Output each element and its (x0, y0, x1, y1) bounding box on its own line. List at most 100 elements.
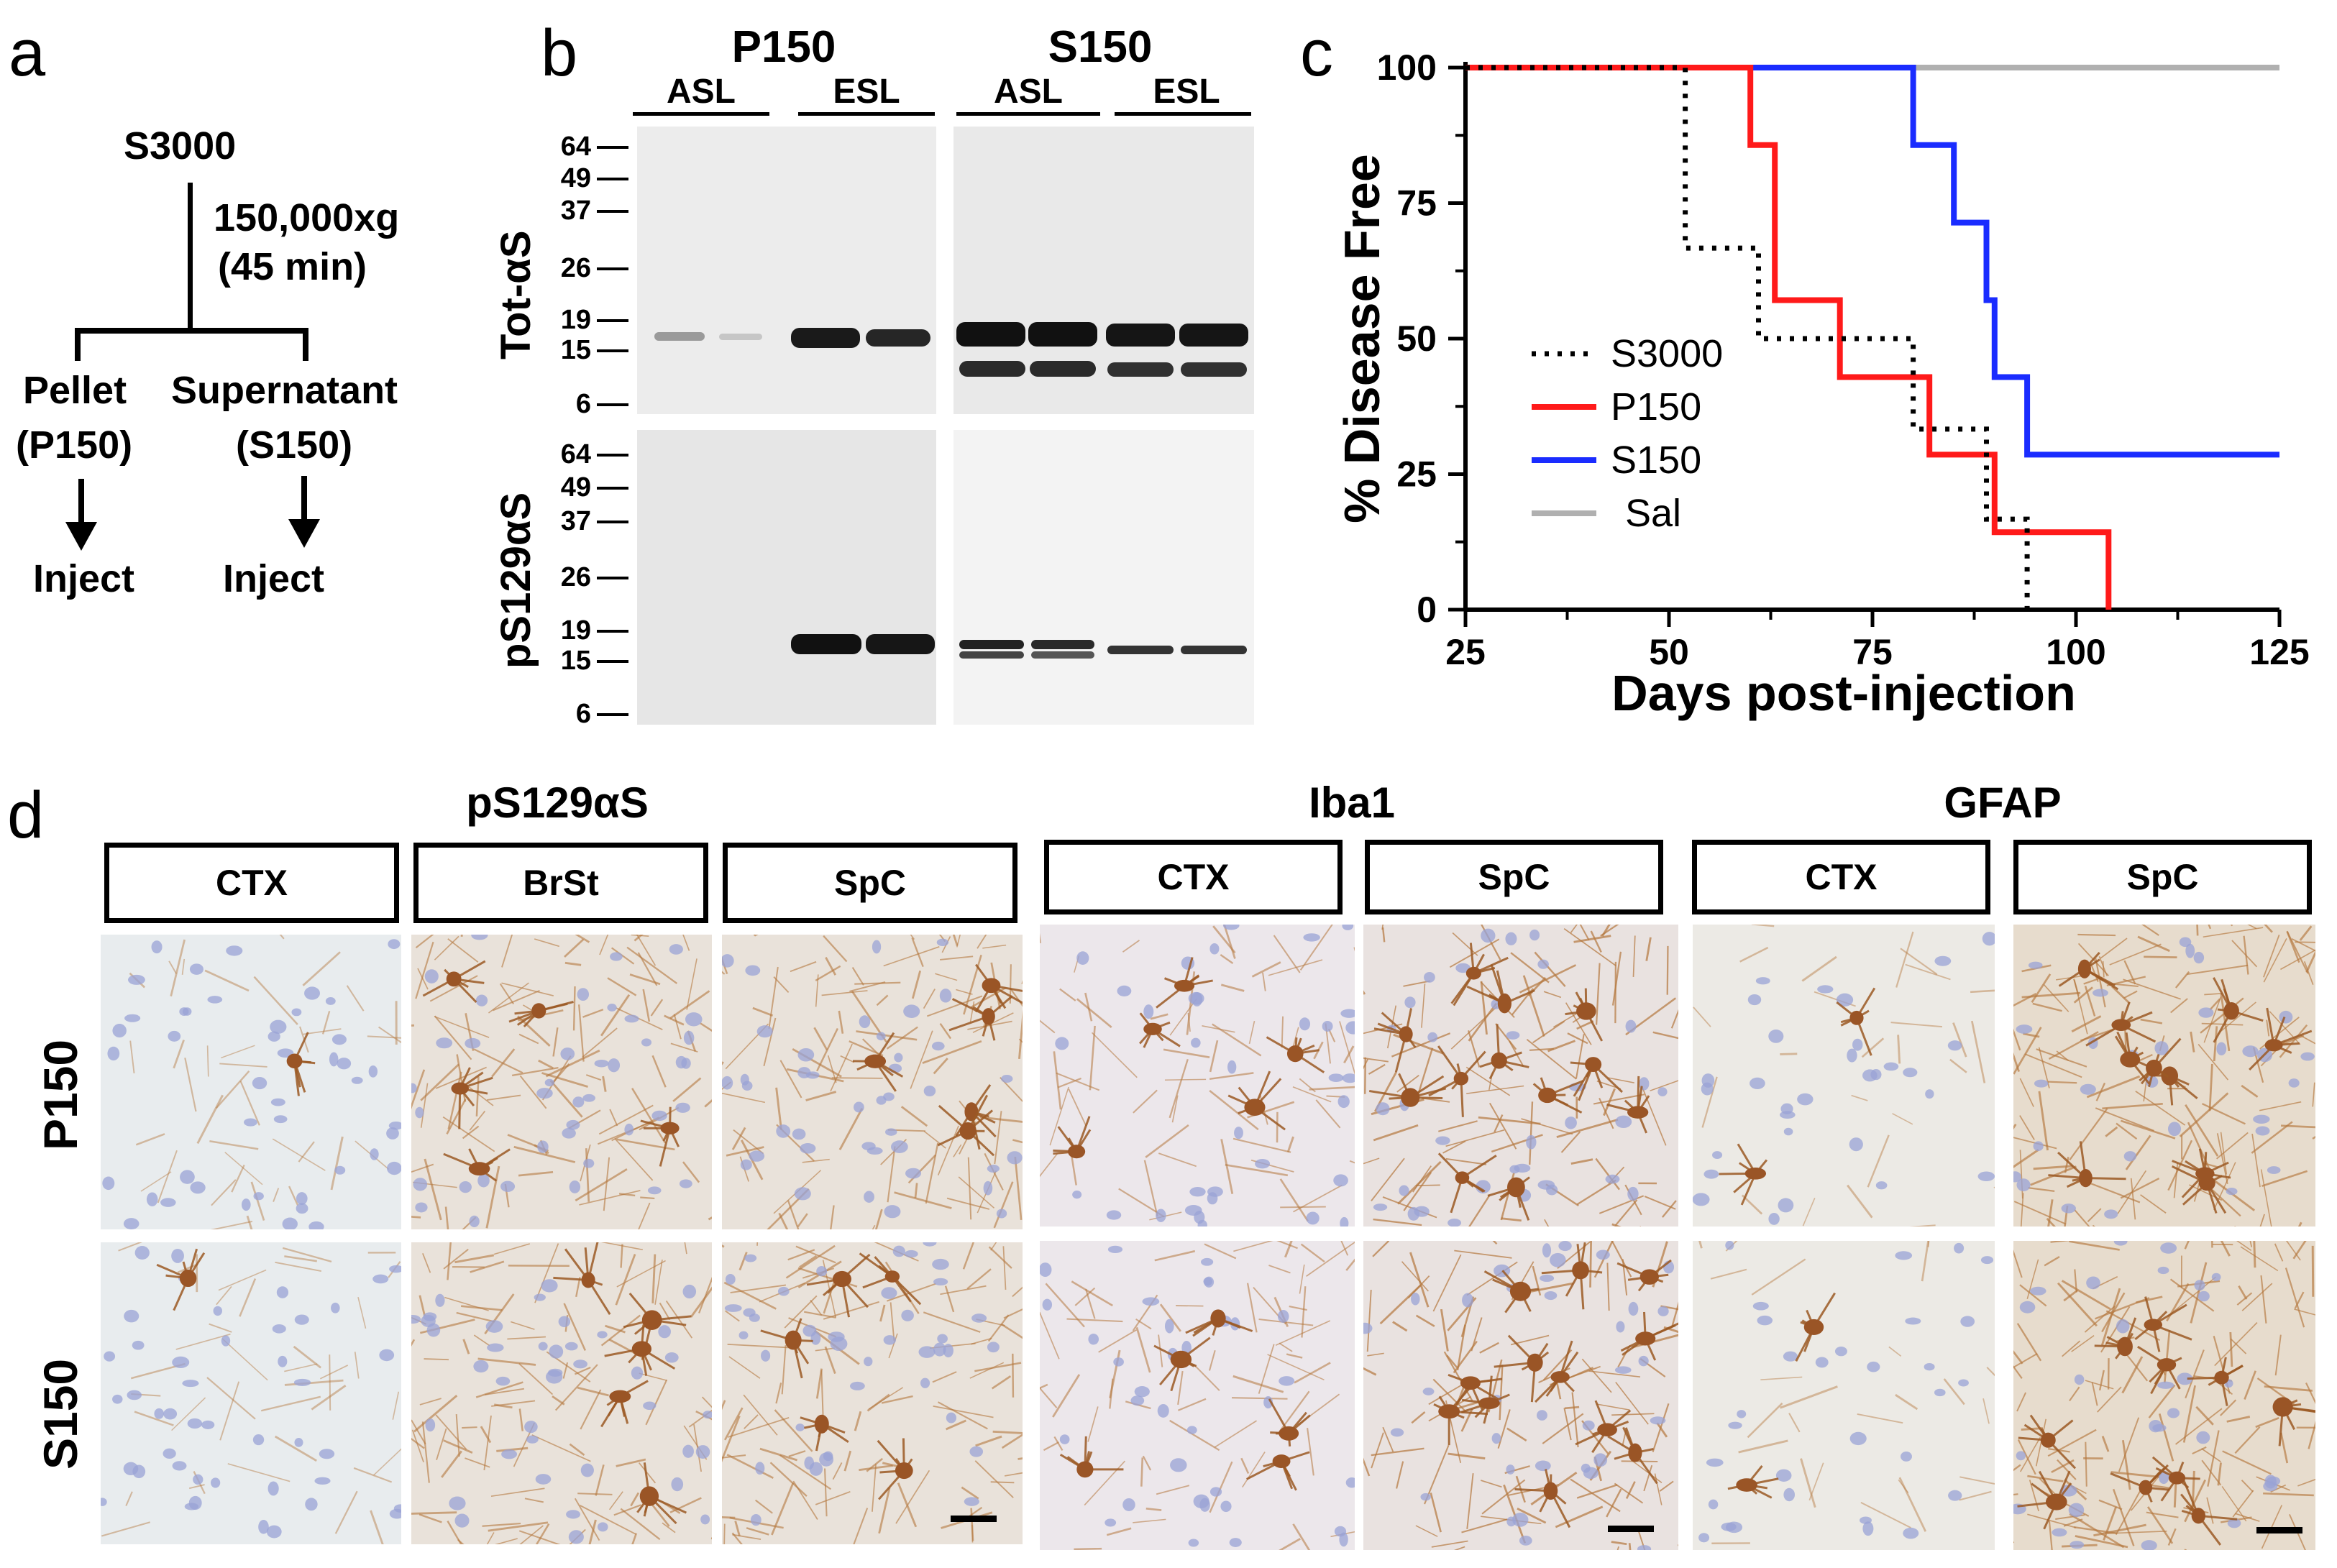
region-label-box: BrSt (413, 843, 708, 923)
mw-tick (597, 577, 628, 579)
blot-membrane-p150-total (637, 127, 936, 414)
mw-tick (597, 319, 628, 322)
flow-supernatant-label: Supernatant (171, 369, 398, 412)
blot-group-s150: S150 (1048, 22, 1153, 72)
panel-letter-a: a (9, 17, 46, 90)
lane-rule (956, 112, 1100, 116)
stain-group-title: Iba1 (1308, 779, 1396, 827)
mw-marker-label: 64 (560, 439, 591, 469)
lane-rule (1115, 112, 1251, 116)
series-line-s3000 (1465, 65, 2030, 610)
row-label-s150: S150 (34, 1358, 87, 1470)
flow-source-label: S3000 (124, 124, 237, 168)
scale-bar (951, 1516, 997, 1522)
lane-rule (633, 112, 769, 116)
blot-band (959, 651, 1024, 659)
blot-row-label-phospho: pS129αS (493, 492, 539, 669)
series-line-p150 (1465, 65, 2112, 610)
micrograph-iba1-spc-s150 (1363, 1241, 1678, 1550)
series-line-s150 (1465, 65, 2279, 458)
mw-tick (597, 210, 628, 213)
blot-band (654, 332, 705, 341)
micrograph-gfap-spc-s150 (2013, 1241, 2315, 1550)
blot-band (791, 328, 860, 348)
y-tick-label: 0 (1417, 590, 1437, 630)
mw-marker-label: 64 (560, 132, 591, 162)
blot-band (1106, 324, 1175, 347)
mw-marker-label: 15 (560, 646, 591, 676)
micrograph-iba1-ctx-p150 (1040, 925, 1355, 1227)
region-label-box: SpC (723, 843, 1017, 923)
mw-marker-label: 26 (560, 562, 591, 592)
blot-band (1181, 362, 1247, 377)
blot-band (956, 322, 1025, 347)
y-tick-label: 25 (1396, 454, 1437, 495)
mw-tick (597, 521, 628, 523)
mw-marker-label: 49 (560, 163, 591, 193)
mw-marker-label: 49 (560, 472, 591, 503)
blot-membrane-s150-phospho (953, 430, 1254, 725)
blot-membrane-p150-phospho (637, 430, 936, 725)
mw-marker-label: 37 (560, 196, 591, 226)
micrograph-gfap-spc-p150 (2013, 925, 2315, 1227)
blot-row-label-total: Tot-αS (493, 230, 539, 359)
blot-band (1107, 362, 1174, 377)
blot-band (791, 634, 861, 654)
lane-label: ASL (667, 73, 736, 111)
y-tick-label: 50 (1396, 318, 1437, 359)
micrograph-gfap-ctx-s150 (1693, 1241, 1995, 1550)
mw-marker-label: 15 (560, 335, 591, 365)
mw-marker-label: 19 (560, 615, 591, 646)
flow-pellet-label: Pellet (23, 369, 127, 412)
scale-bar (1608, 1526, 1654, 1532)
x-tick-label: 50 (1649, 632, 1689, 672)
mw-tick (597, 660, 628, 663)
blot-band (1031, 651, 1094, 659)
micrograph-iba1-ctx-s150 (1040, 1241, 1355, 1550)
y-tick-label: 100 (1377, 47, 1437, 88)
flow-inject-left: Inject (33, 557, 135, 600)
blot-band (1181, 646, 1247, 654)
mw-marker-label: 37 (560, 506, 591, 536)
mw-tick (597, 403, 628, 406)
x-tick-label: 100 (2046, 632, 2105, 672)
panel-letter-c: c (1300, 17, 1333, 90)
mw-tick (597, 487, 628, 490)
lane-label: ESL (833, 73, 900, 111)
mw-tick (597, 178, 628, 180)
mw-tick (597, 630, 628, 633)
flow-branch-right-drop (303, 328, 308, 361)
legend-label: P150 (1611, 385, 1701, 428)
legend-label: S3000 (1611, 332, 1723, 375)
blot-band (1028, 322, 1097, 347)
region-label-box: SpC (2013, 840, 2312, 914)
flow-branch-left-drop (75, 328, 81, 361)
region-label-box: CTX (1044, 840, 1343, 914)
x-axis-title: Days post-injection (1611, 665, 2076, 721)
mw-tick (597, 713, 628, 716)
micrograph-iba1-spc-p150 (1363, 925, 1678, 1227)
legend-label: Sal (1625, 492, 1681, 535)
mw-marker-label: 6 (575, 699, 591, 729)
flow-vertical-line (188, 183, 193, 331)
lane-rule (798, 112, 935, 116)
blot-band (1030, 361, 1096, 377)
micrograph-ps129-brst-s150 (411, 1242, 712, 1544)
mw-tick (597, 146, 628, 149)
micrograph-ps129-ctx-s150 (101, 1242, 401, 1544)
x-tick-label: 75 (1852, 632, 1893, 672)
micrograph-gfap-ctx-p150 (1693, 925, 1995, 1227)
mw-tick (597, 454, 628, 457)
blot-band (866, 634, 935, 654)
micrograph-ps129-spc-s150 (722, 1242, 1023, 1544)
blot-band (959, 361, 1025, 377)
x-tick-label: 125 (2249, 632, 2309, 672)
stain-group-title: pS129αS (466, 779, 649, 827)
region-label-box: SpC (1365, 840, 1663, 914)
blot-band (1107, 646, 1174, 654)
arrow-down-icon (288, 476, 320, 548)
micrograph-ps129-brst-p150 (411, 935, 712, 1229)
legend-label: S150 (1611, 439, 1701, 482)
mw-marker-label: 6 (575, 389, 591, 419)
blot-band (719, 334, 762, 340)
